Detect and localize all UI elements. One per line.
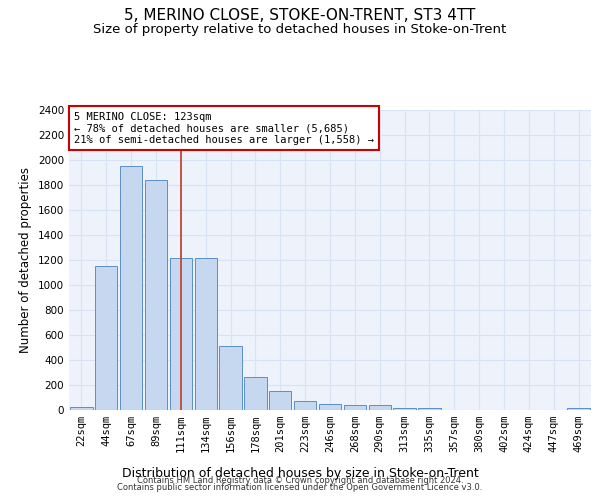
Bar [319,404,341,410]
Text: Distribution of detached houses by size in Stoke-on-Trent: Distribution of detached houses by size … [122,468,478,480]
Bar [145,180,167,410]
Bar [95,266,118,410]
Bar [269,391,292,410]
Bar [244,377,266,410]
Text: 5 MERINO CLOSE: 123sqm
← 78% of detached houses are smaller (5,685)
21% of semi-: 5 MERINO CLOSE: 123sqm ← 78% of detached… [74,112,374,144]
Bar [194,258,217,410]
Text: Contains public sector information licensed under the Open Government Licence v3: Contains public sector information licen… [118,484,482,492]
Bar [70,407,92,410]
Text: Contains HM Land Registry data © Crown copyright and database right 2024.: Contains HM Land Registry data © Crown c… [137,476,463,485]
Bar [368,405,391,410]
Y-axis label: Number of detached properties: Number of detached properties [19,167,32,353]
Bar [120,166,142,410]
Bar [220,346,242,410]
Bar [170,258,192,410]
Bar [394,408,416,410]
Text: 5, MERINO CLOSE, STOKE-ON-TRENT, ST3 4TT: 5, MERINO CLOSE, STOKE-ON-TRENT, ST3 4TT [124,8,476,22]
Bar [344,405,366,410]
Bar [294,400,316,410]
Text: Size of property relative to detached houses in Stoke-on-Trent: Size of property relative to detached ho… [94,22,506,36]
Bar [568,408,590,410]
Bar [418,408,440,410]
